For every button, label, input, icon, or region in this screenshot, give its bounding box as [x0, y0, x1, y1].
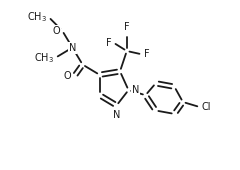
Text: O: O	[53, 26, 60, 36]
Text: N: N	[132, 85, 139, 95]
Text: Cl: Cl	[202, 102, 211, 112]
Text: O: O	[63, 72, 71, 81]
Text: N: N	[69, 43, 76, 53]
Text: F: F	[106, 38, 112, 47]
Text: CH$_3$: CH$_3$	[27, 10, 47, 24]
Text: F: F	[144, 49, 150, 59]
Text: N: N	[113, 110, 120, 121]
Text: F: F	[124, 22, 130, 32]
Text: CH$_3$: CH$_3$	[34, 51, 54, 65]
